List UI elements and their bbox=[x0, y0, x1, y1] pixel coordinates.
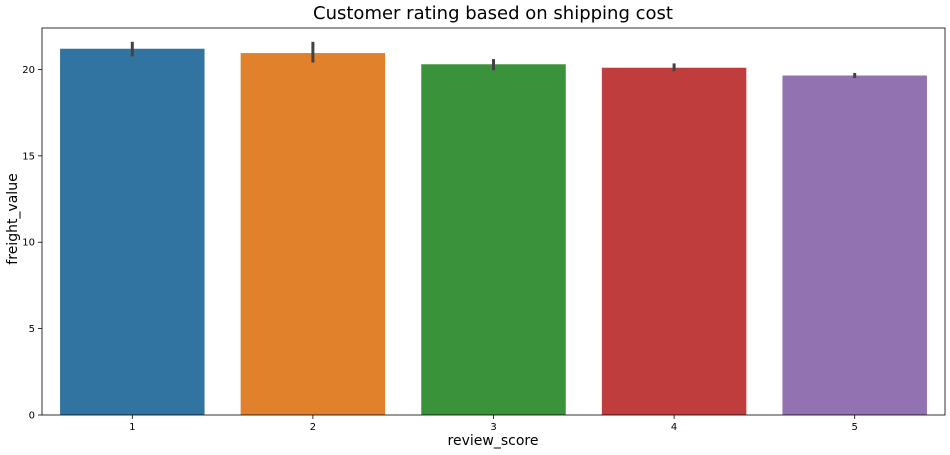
x-tick-label-1: 1 bbox=[129, 422, 135, 433]
error-bars-group bbox=[130, 41, 857, 79]
x-tick-label-4: 4 bbox=[671, 422, 677, 433]
x-tick-label-2: 2 bbox=[310, 422, 316, 433]
plot-frame bbox=[41, 27, 946, 416]
bar-3 bbox=[421, 64, 566, 415]
y-tick-label-0: 0 bbox=[29, 411, 35, 422]
chart-title: Customer rating based on shipping cost bbox=[313, 3, 673, 24]
bar-4 bbox=[601, 67, 747, 416]
y-tick-label-5: 5 bbox=[29, 324, 35, 335]
bars-group bbox=[60, 48, 927, 416]
y-axis-label: freight_value bbox=[5, 173, 21, 264]
y-tick-label-20: 20 bbox=[22, 65, 35, 76]
bar-1 bbox=[60, 48, 205, 415]
x-tick-label-3: 3 bbox=[490, 422, 496, 433]
y-tick-label-15: 15 bbox=[22, 151, 35, 162]
x-axis: 1 2 3 4 5 bbox=[129, 415, 858, 433]
y-tick-label-10: 10 bbox=[22, 238, 35, 249]
bar-2 bbox=[240, 53, 386, 416]
x-tick-label-5: 5 bbox=[852, 422, 858, 433]
x-axis-label: review_score bbox=[448, 433, 539, 449]
bar-5 bbox=[782, 75, 927, 415]
y-axis: 0 5 10 15 20 bbox=[22, 65, 42, 422]
